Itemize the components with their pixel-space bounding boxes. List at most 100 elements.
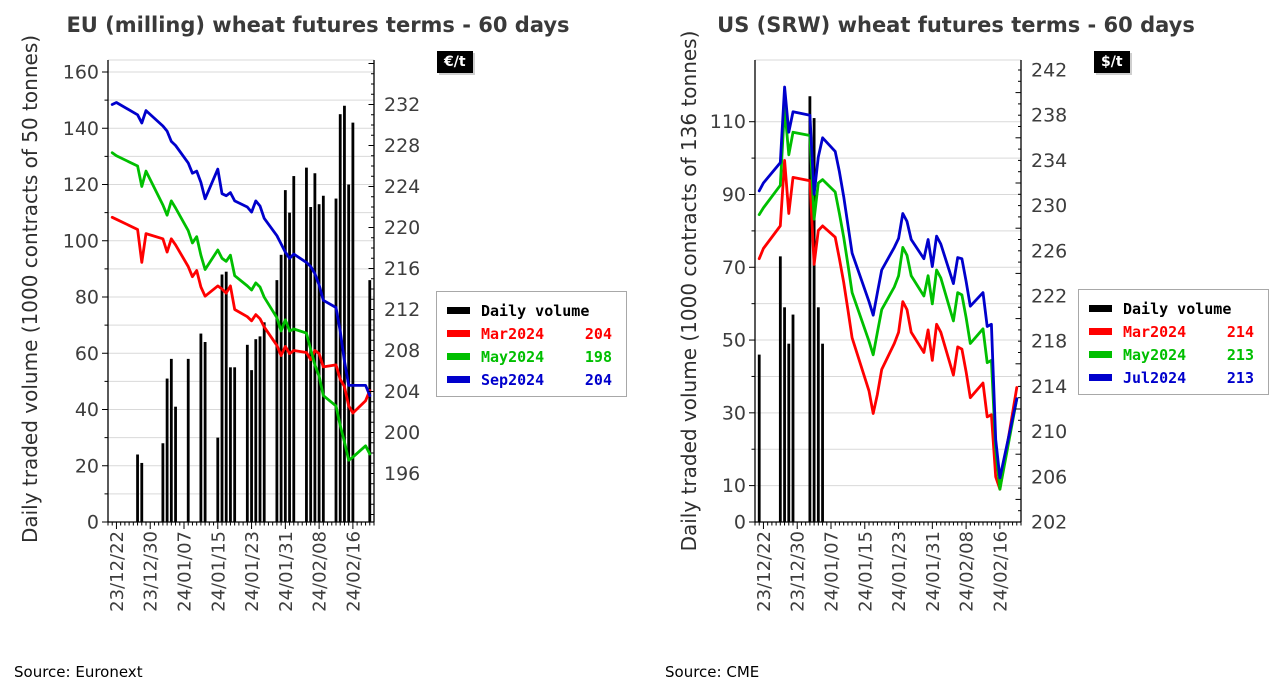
eu-volume-bar xyxy=(224,271,228,522)
us-y-left-tick: 10 xyxy=(722,475,746,497)
legend-item: Sep2024 204 xyxy=(447,368,626,391)
eu-y-right-tick: 200 xyxy=(384,422,420,444)
eu-tick-labels: 0 20 40 60 80 100 120 140 160 196 200 204 208 212 216 2… xyxy=(63,62,421,612)
legend-label: May2024 xyxy=(1123,345,1187,364)
us-price-unit-badge: $/t xyxy=(1094,51,1130,73)
eu-volume-bars xyxy=(136,105,372,522)
us-x-tick: 24/01/15 xyxy=(855,531,876,612)
eu-volume-bar xyxy=(258,336,262,522)
eu-y-left-tick: 0 xyxy=(87,512,99,534)
us-x-tick: 24/02/08 xyxy=(957,531,978,612)
legend-label: Daily volume xyxy=(1123,299,1232,318)
eu-axes xyxy=(107,60,375,523)
eu-x-tick: 24/02/16 xyxy=(343,531,364,612)
legend-item: Mar2024 214 xyxy=(1089,320,1268,343)
eu-source: Source: Euronext xyxy=(14,663,143,681)
us-tick-labels: 0 10 30 50 70 90 110 202 206 210 214 218 222 226 230 23… xyxy=(710,60,1068,612)
us-volume-bar xyxy=(808,96,812,522)
legend-item: Mar2024 204 xyxy=(447,322,626,345)
eu-y-right-tick: 228 xyxy=(384,135,420,157)
eu-x-tick: 24/02/08 xyxy=(310,531,331,612)
eu-x-tick: 24/01/07 xyxy=(175,531,196,612)
us-volume-bar xyxy=(791,314,795,522)
eu-volume-bar xyxy=(216,437,220,522)
us-y-left-tick: 70 xyxy=(722,257,746,279)
eu-x-tick: 23/12/22 xyxy=(107,531,128,612)
eu-legend: Daily volume Mar2024 204 May2024 198 Sep2024 2… xyxy=(436,291,627,397)
us-x-tick: 24/01/31 xyxy=(923,531,944,612)
eu-y-axis-label: Daily traded volume (1000 contracts of 5… xyxy=(18,34,42,544)
eu-volume-bar xyxy=(169,358,173,522)
us-y-right-tick: 210 xyxy=(1031,421,1067,443)
legend-swatch xyxy=(447,353,470,360)
us-volume-bar xyxy=(821,343,824,522)
eu-volume-bar xyxy=(245,344,249,522)
us-y-right-tick: 226 xyxy=(1031,240,1067,262)
legend-value: 204 xyxy=(584,370,612,389)
eu-chart-plot: 0 20 40 60 80 100 120 140 160 196 200 204 208 212 216 2… xyxy=(63,59,421,612)
legend-swatch xyxy=(1089,305,1112,312)
eu-price-unit-badge: €/t xyxy=(437,51,473,73)
us-y-right-tick: 238 xyxy=(1031,105,1067,127)
eu-series-may2024 xyxy=(110,151,372,462)
legend-value: 198 xyxy=(584,347,612,366)
eu-y-left-tick: 60 xyxy=(75,343,99,365)
eu-volume-bar xyxy=(254,339,258,522)
eu-volume-bar xyxy=(174,406,177,522)
eu-volume-bar xyxy=(288,212,291,522)
us-y-right-tick: 222 xyxy=(1031,286,1067,308)
us-y-right-tick: 230 xyxy=(1031,195,1067,217)
eu-volume-bar xyxy=(309,207,313,522)
legend-item: Daily volume xyxy=(447,299,626,322)
eu-y-right-tick: 204 xyxy=(384,381,420,403)
eu-volume-bar xyxy=(321,195,325,522)
eu-y-left-tick: 40 xyxy=(75,399,99,421)
legend-label: Sep2024 xyxy=(481,370,545,389)
us-x-tick: 24/02/16 xyxy=(990,531,1011,612)
legend-value: 213 xyxy=(1226,368,1254,387)
eu-y-left-tick: 120 xyxy=(63,174,99,196)
eu-x-tick: 24/01/15 xyxy=(208,531,229,612)
eu-volume-bar xyxy=(347,184,351,522)
legend-swatch xyxy=(447,330,470,337)
eu-volume-bar xyxy=(317,204,321,522)
eu-y-left-tick: 160 xyxy=(63,62,99,84)
eu-volume-bar xyxy=(275,280,279,522)
eu-volume-bar xyxy=(165,378,169,522)
legend-item: May2024 198 xyxy=(447,345,626,368)
eu-y-right-tick: 232 xyxy=(384,94,420,116)
us-y-right-tick: 242 xyxy=(1031,60,1067,82)
eu-y-right-tick: 212 xyxy=(384,299,420,321)
legend-swatch xyxy=(447,376,470,383)
eu-y-left-tick: 20 xyxy=(75,455,99,477)
eu-y-right-tick: 196 xyxy=(384,463,420,485)
us-volume-bar xyxy=(816,307,820,522)
us-source: Source: CME xyxy=(665,663,760,681)
legend-label: May2024 xyxy=(481,347,545,366)
eu-y-left-tick: 140 xyxy=(63,118,99,140)
us-y-left-tick: 50 xyxy=(722,330,746,352)
eu-x-tick: 24/01/23 xyxy=(242,531,263,612)
eu-volume-bar xyxy=(283,190,287,522)
eu-volume-bar xyxy=(140,462,144,522)
eu-y-right-tick: 220 xyxy=(384,217,420,239)
us-y-right-tick: 206 xyxy=(1031,466,1067,488)
us-x-tick: 24/01/23 xyxy=(889,531,910,612)
us-legend: Daily volume Mar2024 214 May2024 213 Jul2024 2… xyxy=(1078,289,1269,395)
legend-value: 213 xyxy=(1226,345,1254,364)
us-series-mar2024 xyxy=(757,158,1019,491)
us-y-right-tick: 218 xyxy=(1031,331,1067,353)
us-ticks xyxy=(749,69,1022,529)
us-volume-bars xyxy=(757,96,824,523)
us-y-right-tick: 234 xyxy=(1031,150,1067,172)
us-chart-plot: 0 10 30 50 70 90 110 202 206 210 214 218 222 226 230 23… xyxy=(710,59,1068,612)
eu-volume-bar xyxy=(186,358,190,522)
eu-volume-bar xyxy=(292,176,296,522)
us-x-tick: 23/12/22 xyxy=(754,531,775,612)
us-volume-bar xyxy=(757,354,761,522)
eu-chart-title: EU (milling) wheat futures terms - 60 da… xyxy=(66,13,570,37)
eu-volume-bar xyxy=(229,367,232,522)
eu-x-tick: 24/01/31 xyxy=(276,531,297,612)
us-volume-bar xyxy=(812,118,816,523)
